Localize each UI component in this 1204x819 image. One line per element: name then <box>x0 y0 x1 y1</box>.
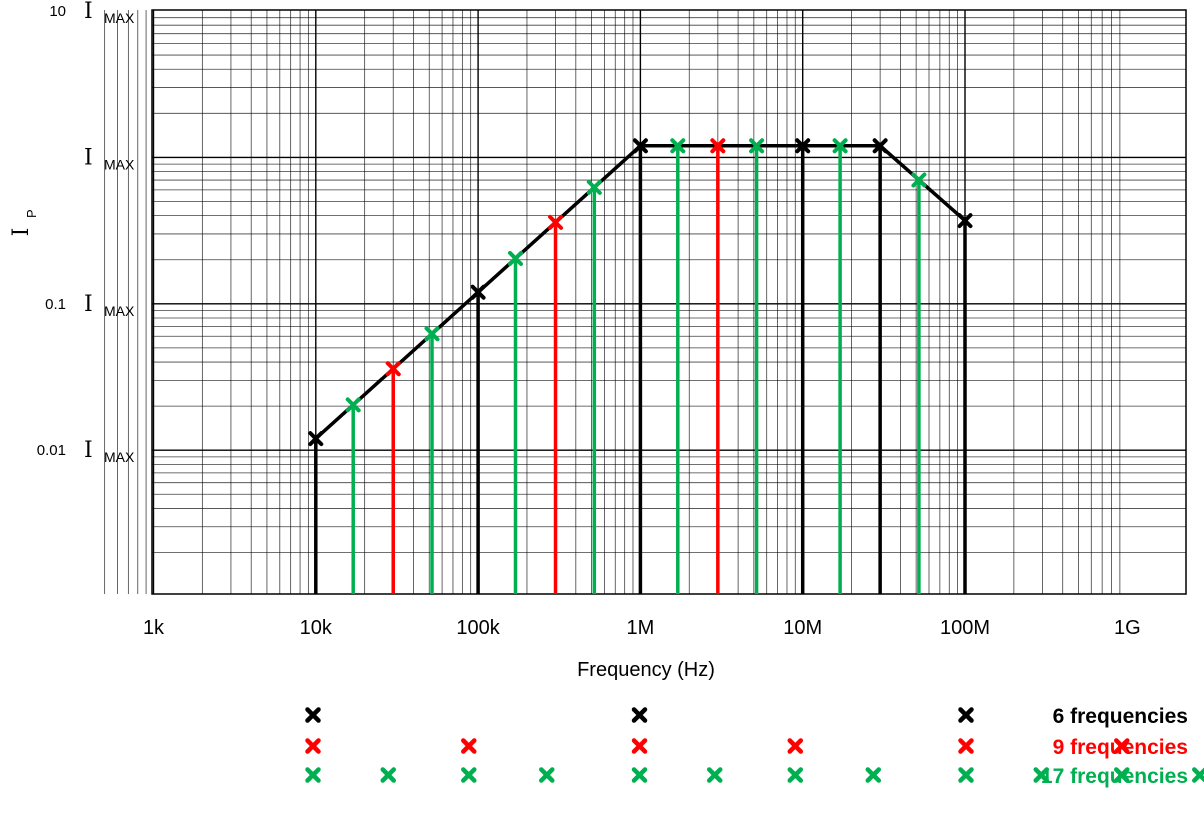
legend-label: 9 frequencies <box>1053 736 1188 759</box>
svg-text:I: I <box>84 0 93 24</box>
curve-marker <box>548 214 564 230</box>
curve-marker <box>508 250 524 266</box>
y-axis-label-sub: P <box>24 209 39 218</box>
legend-marker <box>539 767 555 783</box>
legend: 6 frequencies 9 frequencies 17 frequencies <box>305 705 1204 788</box>
y-tick-label: 0.1 I MAX <box>45 292 135 319</box>
legend-row: 17 frequencies <box>305 765 1204 788</box>
plot-frame <box>151 9 1187 595</box>
curve-marker <box>749 138 765 154</box>
legend-marker <box>631 738 648 754</box>
legend-marker <box>958 738 974 754</box>
curve-marker <box>424 326 440 342</box>
curve-markers <box>308 138 973 447</box>
curve-marker <box>872 138 888 154</box>
curve-marker <box>632 138 648 154</box>
x-tick-label: 100M <box>940 617 990 639</box>
legend-marker <box>461 767 477 783</box>
y-axis-label-main: I <box>9 228 34 237</box>
svg-text:0.01: 0.01 <box>37 442 66 459</box>
curve-marker <box>911 172 927 188</box>
svg-text:10: 10 <box>49 3 66 20</box>
y-tick-label: I MAX <box>84 145 135 172</box>
x-axis-label: Frequency (Hz) <box>577 659 715 681</box>
curve-marker <box>586 179 602 195</box>
legend-label: 6 frequencies <box>1053 705 1188 728</box>
legend-marker <box>865 767 882 783</box>
curve-marker <box>385 361 401 377</box>
curve-marker <box>710 138 726 154</box>
svg-text:MAX: MAX <box>104 303 135 319</box>
legend-marker <box>1033 767 1049 783</box>
y-tick-label: 10 I MAX <box>49 0 135 26</box>
legend-marker <box>706 767 723 783</box>
legend-marker <box>1192 767 1204 783</box>
legend-marker <box>305 707 321 723</box>
y-axis-label: IP <box>9 209 39 236</box>
x-tick-labels: 1k 10k 100k 1M 10M 100M 1G <box>143 617 1141 639</box>
x-tick-label: 10k <box>300 617 333 639</box>
x-tick-label: 100k <box>456 617 500 639</box>
svg-text:I: I <box>84 438 93 463</box>
legend-marker <box>380 767 396 783</box>
legend-row: 6 frequencies <box>305 705 1188 728</box>
y-tick-labels: 10 I MAX I MAX 0.1 I MAX 0.01 I MAX <box>37 0 135 465</box>
legend-row: 9 frequencies <box>305 736 1188 759</box>
svg-text:I: I <box>84 145 93 170</box>
curve-marker <box>670 138 686 154</box>
curve-marker <box>795 138 811 154</box>
legend-marker <box>958 707 974 723</box>
curve-marker <box>957 213 973 229</box>
frequency-stems <box>314 145 967 594</box>
legend-marker <box>787 738 804 754</box>
svg-text:MAX: MAX <box>104 10 135 26</box>
plot-grid <box>104 10 1186 594</box>
svg-text:MAX: MAX <box>104 156 135 172</box>
legend-marker <box>631 767 648 783</box>
legend-marker <box>1114 767 1130 783</box>
legend-marker <box>631 707 648 723</box>
legend-marker <box>1114 738 1130 754</box>
legend-marker <box>305 738 321 754</box>
legend-label: 17 frequencies <box>1041 765 1188 788</box>
svg-text:MAX: MAX <box>104 449 135 465</box>
curve-marker <box>832 138 848 154</box>
svg-text:0.1: 0.1 <box>45 296 66 313</box>
curve-marker <box>470 284 486 300</box>
curve-marker <box>345 397 361 413</box>
legend-marker <box>305 767 321 783</box>
x-tick-label: 10M <box>783 617 822 639</box>
x-tick-label: 1G <box>1114 617 1141 639</box>
svg-text:I: I <box>84 292 93 317</box>
x-tick-label: 1k <box>143 617 165 639</box>
legend-marker <box>461 738 477 754</box>
legend-marker <box>958 767 974 783</box>
curve-marker <box>308 431 324 447</box>
y-tick-label: 0.01 I MAX <box>37 438 135 465</box>
legend-marker <box>787 767 804 783</box>
x-tick-label: 1M <box>627 617 655 639</box>
